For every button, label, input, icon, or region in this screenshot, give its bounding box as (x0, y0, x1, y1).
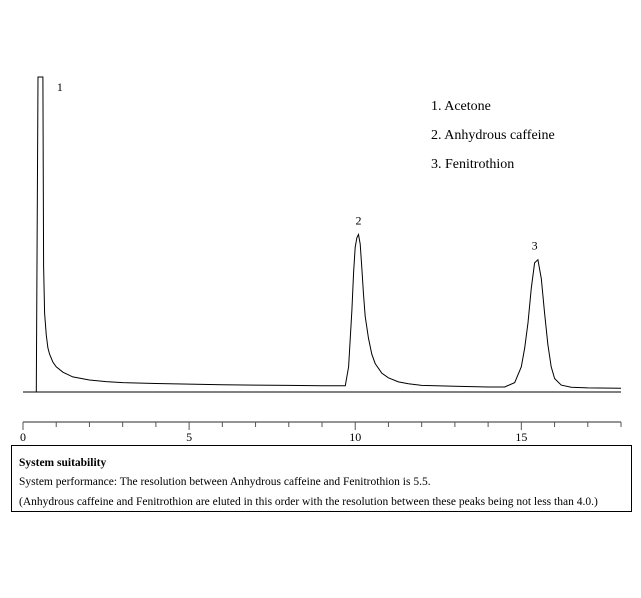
x-tick-label: 10 (349, 430, 361, 444)
peak-labels: 1 2 3 (57, 80, 538, 253)
x-tick-label: 5 (186, 430, 192, 444)
chromatogram-trace (35, 76, 622, 393)
system-suitability-title: System suitability (19, 457, 107, 469)
legend-entry: 1. Acetone (431, 99, 491, 114)
legend-entry: 2. Anhydrous caffeine (431, 128, 555, 143)
x-axis-tick-labels: 0 5 10 15 (20, 430, 527, 444)
peak-label: 1 (57, 80, 63, 94)
system-suitability-note: (Anhydrous caffeine and Fenitrothion are… (19, 496, 598, 508)
legend: 1. Acetone 2. Anhydrous caffeine 3. Fenitr… (431, 99, 555, 172)
peak-label: 2 (356, 214, 362, 228)
x-tick-label: 0 (20, 430, 26, 444)
system-performance-text: System performance: The resolution betwe… (19, 476, 431, 488)
x-tick-label: 15 (515, 430, 527, 444)
x-axis-ticks (22, 422, 622, 430)
peak-label: 3 (532, 239, 538, 253)
chromatogram-chart: 0 5 10 15 1 2 3 1. Acetone 2. Anhydrous caffei… (20, 76, 622, 444)
legend-entry: 3. Fenitrothion (431, 157, 514, 172)
system-suitability-box: System suitability System performance: T… (11, 445, 632, 512)
